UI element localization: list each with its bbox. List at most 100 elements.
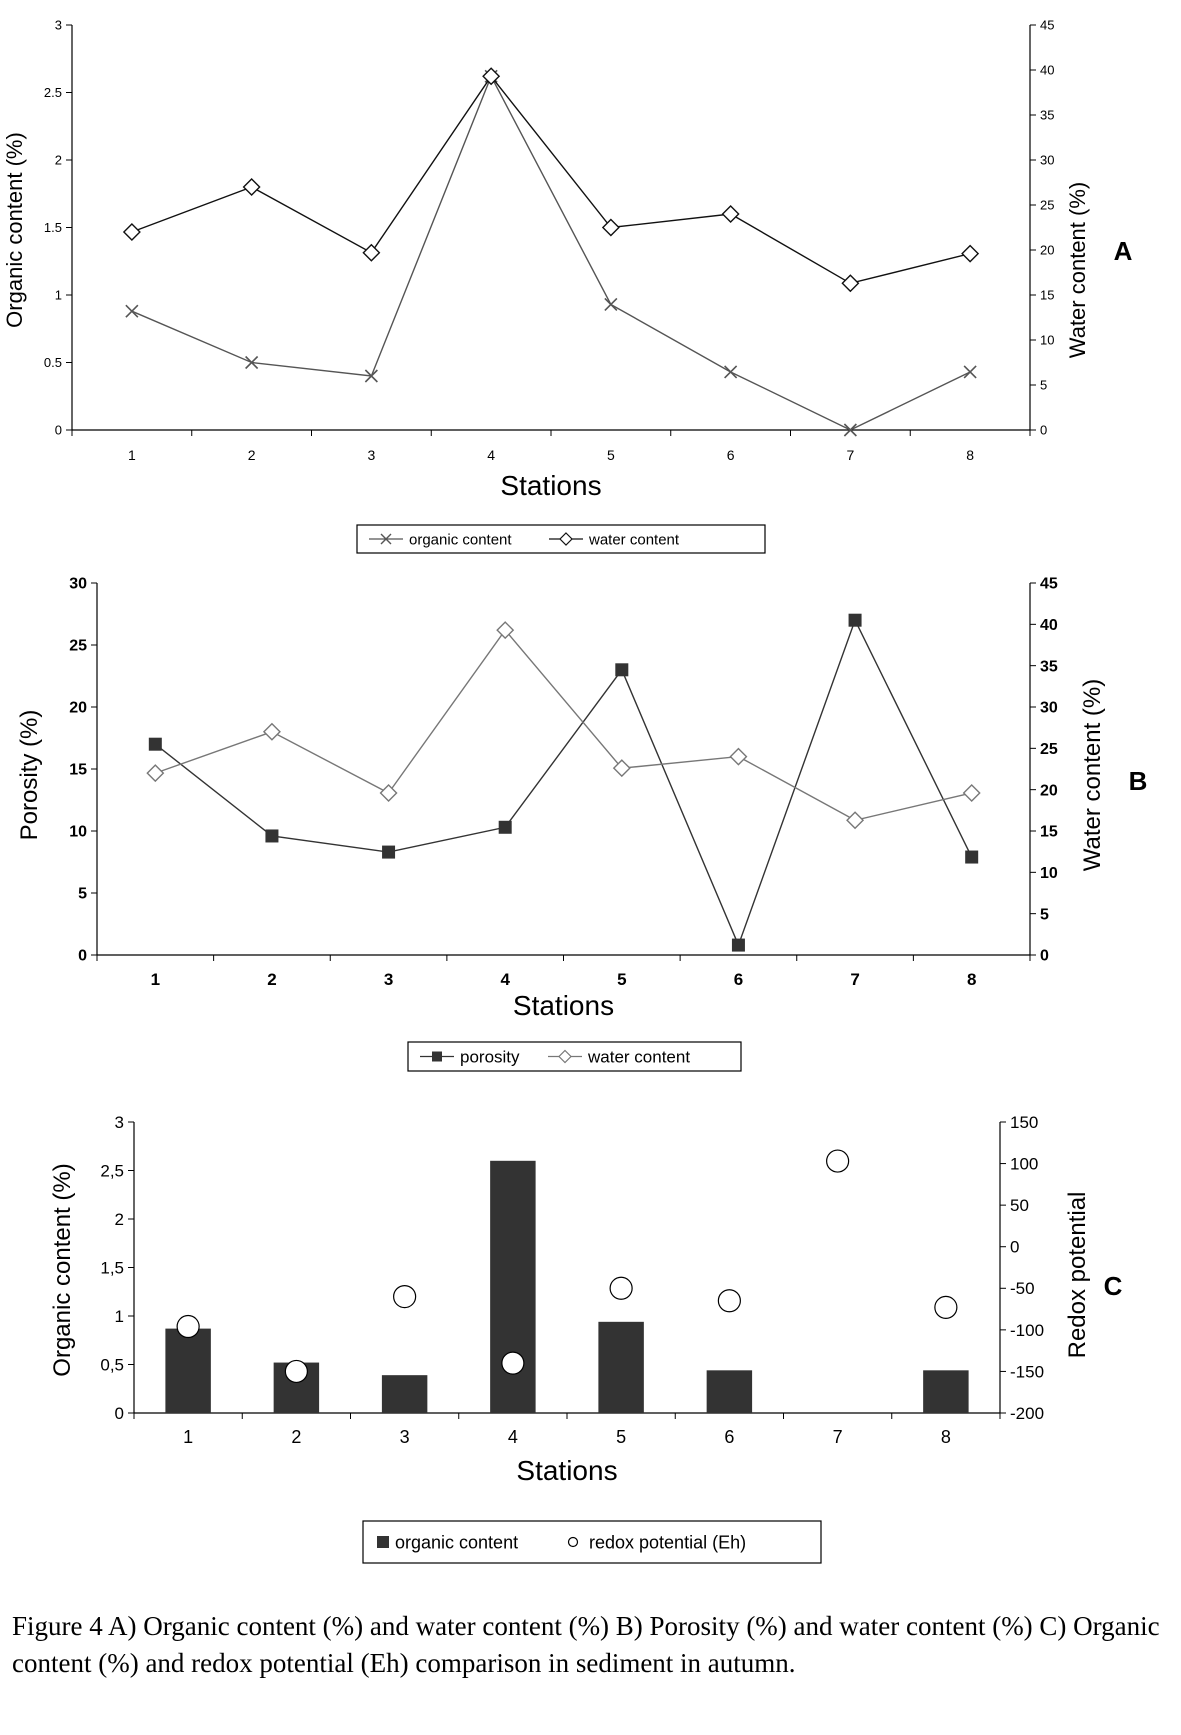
panel-a-x-tick-label: 8 xyxy=(966,447,974,463)
panel-b-porosity-marker xyxy=(148,737,162,751)
panel-a-right-tick-label: 35 xyxy=(1040,108,1054,123)
panel-a-left-tick-label: 2.5 xyxy=(44,85,62,100)
panel-a-right-tick-label: 5 xyxy=(1040,378,1047,393)
panel-b-right-tick-label: 40 xyxy=(1040,617,1058,634)
panel-a-left-tick-label: 0.5 xyxy=(44,355,62,370)
panel-c-legend-0-label: organic content xyxy=(395,1532,518,1552)
panel-a-organic-content-marker xyxy=(604,297,618,312)
panel-b-legend-1-label: water content xyxy=(587,1047,690,1066)
panel-b-water-content-marker xyxy=(612,759,631,778)
panel-b-x-tick-label: 5 xyxy=(617,970,626,989)
panel-a-left-tick-label: 1 xyxy=(55,288,62,303)
panel-c-legend-box xyxy=(362,1520,822,1564)
panel-b-porosity-marker xyxy=(265,829,279,843)
panel-b-x-tick-label: 3 xyxy=(384,970,393,989)
panel-b-porosity-marker xyxy=(848,613,862,627)
panel-c-right-tick-label: 0 xyxy=(1010,1238,1019,1257)
panel-b-x-axis-title: Stations xyxy=(513,990,614,1021)
panel-c-x-tick-label: 4 xyxy=(508,1427,518,1447)
panel-c-organic-content-bar xyxy=(490,1160,536,1413)
panel-b-water-content-marker xyxy=(379,783,398,802)
panel-c-legend-0-swatch xyxy=(377,1536,389,1548)
panel-a-water-content-marker xyxy=(122,223,141,241)
panel-c-organic-content-bar xyxy=(598,1321,644,1413)
panel-a-organic-content-marker xyxy=(125,304,139,318)
panel-c-x-tick-label: 1 xyxy=(183,1427,193,1447)
panel-c-left-tick-label: 3 xyxy=(115,1113,124,1132)
panel-a-x-axis-title: Stations xyxy=(500,470,601,501)
panel-b-right-tick-label: 0 xyxy=(1040,948,1049,965)
panel-b-water-content-marker xyxy=(146,764,165,783)
panel-b-left-tick-label: 30 xyxy=(69,576,87,593)
panel-c-x-tick-label: 3 xyxy=(400,1427,410,1447)
panel-c-right-tick-label: -100 xyxy=(1010,1321,1044,1340)
panel-b-water-content-marker xyxy=(262,722,281,741)
panel-b-porosity-marker xyxy=(382,845,396,859)
panel-b-porosity-line xyxy=(154,618,973,948)
panel-b-right-tick-label: 5 xyxy=(1040,906,1049,923)
panel-a-right-tick-label: 0 xyxy=(1040,423,1047,438)
panel-a-left-tick-label: 2 xyxy=(55,153,62,168)
panel-c-right-tick-label: 150 xyxy=(1010,1113,1038,1132)
panel-a-left-tick-label: 0 xyxy=(55,423,62,438)
panel-c-x-tick-label: 5 xyxy=(616,1427,626,1447)
panel-b-right-tick-label: 10 xyxy=(1040,865,1058,882)
panel-b-legend-0-marker xyxy=(432,1051,442,1062)
panel-b-right-tick-label: 20 xyxy=(1040,782,1058,799)
panel-c-left-tick-label: 2 xyxy=(115,1210,124,1229)
panel-b-porosity-marker xyxy=(965,850,979,864)
panel-a-organic-content-marker xyxy=(724,365,738,379)
panel-c-organic-content-bar xyxy=(165,1328,211,1413)
panel-a-right-tick-label: 40 xyxy=(1040,63,1054,78)
panel-b-legend-0-label: porosity xyxy=(460,1047,520,1066)
panel-a-right-tick-label: 10 xyxy=(1040,333,1054,348)
panel-c-redox-potential-eh-point xyxy=(717,1289,741,1313)
panel-c-redox-potential-eh-point xyxy=(609,1276,633,1300)
panel-c-left-tick-label: 1,5 xyxy=(100,1258,124,1277)
panel-a-water-content-marker xyxy=(242,178,261,196)
panel-c-x-tick-label: 6 xyxy=(724,1427,734,1447)
panel-a-legend-1-label: water content xyxy=(588,531,680,548)
panel-b-right-tick-label: 45 xyxy=(1040,576,1058,593)
panel-a-organic-content-marker xyxy=(843,423,857,437)
panel-a-letter: A xyxy=(1114,236,1133,266)
panel-b-left-tick-label: 15 xyxy=(69,762,87,779)
panel-a-organic-content-line xyxy=(131,74,971,431)
panel-a-water-content-marker xyxy=(961,244,980,263)
panel-c-organic-content-bar xyxy=(706,1370,753,1413)
panel-b-right-tick-label: 30 xyxy=(1040,700,1058,717)
panel-a-right-tick-label: 45 xyxy=(1040,18,1054,33)
panel-c-x-tick-label: 2 xyxy=(291,1427,301,1447)
panel-c-right-tick-label: -200 xyxy=(1010,1404,1044,1423)
panel-c-letter: C xyxy=(1104,1271,1123,1301)
panel-b-water-content-marker xyxy=(496,621,515,640)
panel-b-porosity-marker xyxy=(731,938,745,952)
panel-b-left-tick-label: 0 xyxy=(78,948,87,965)
panel-b-water-content-line xyxy=(155,628,972,821)
panel-a-water-content-line xyxy=(131,75,971,285)
panel-a-x-tick-label: 6 xyxy=(727,447,735,463)
panel-b-right-tick-label: 35 xyxy=(1040,658,1058,675)
panel-b-x-tick-label: 7 xyxy=(850,970,859,989)
panel-b-legend-1-marker xyxy=(558,1049,572,1064)
panel-a-left-axis-title: Organic content (%) xyxy=(2,132,27,328)
panel-a-right-tick-label: 20 xyxy=(1040,243,1054,258)
panel-c-right-axis-title: Redox potential xyxy=(1064,1192,1091,1359)
panel-a-x-tick-label: 4 xyxy=(487,447,495,463)
panel-b-right-tick-label: 15 xyxy=(1040,824,1058,841)
panel-c-left-axis-title: Organic content (%) xyxy=(49,1163,76,1376)
panel-a-left-tick-label: 1.5 xyxy=(44,220,62,235)
panel-b-porosity-marker xyxy=(615,663,629,677)
panel-a-organic-content-marker xyxy=(245,355,259,370)
panel-c-x-tick-label: 7 xyxy=(833,1427,843,1447)
panel-b-porosity-marker xyxy=(498,820,512,834)
panel-b-left-tick-label: 5 xyxy=(78,886,87,903)
panel-c-legend-1-label: redox potential (Eh) xyxy=(589,1532,746,1552)
panel-a-left-tick-label: 3 xyxy=(55,18,62,33)
panel-a-x-tick-label: 5 xyxy=(607,447,615,463)
panel-a-right-axis-title: Water content (%) xyxy=(1065,182,1090,358)
panel-c-legend-1-marker xyxy=(567,1536,579,1548)
panel-c-redox-potential-eh-point xyxy=(393,1284,417,1309)
panel-a-water-content-marker xyxy=(362,243,381,262)
panel-b-letter: B xyxy=(1129,766,1148,796)
